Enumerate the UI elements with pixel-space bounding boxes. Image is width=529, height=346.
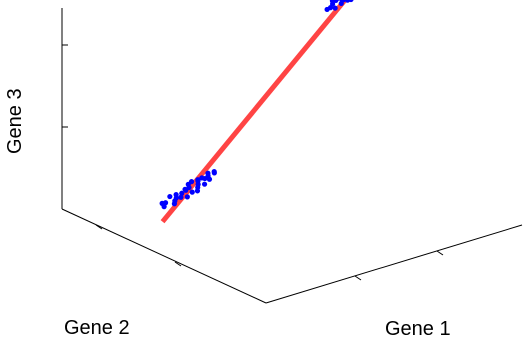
- gene-1-tick: [354, 275, 362, 281]
- data-point: [211, 168, 217, 175]
- gene-2-tick: [95, 224, 103, 230]
- data-point: [178, 194, 184, 200]
- data-point: [179, 190, 185, 196]
- data-point: [167, 193, 173, 200]
- data-point: [340, 0, 346, 3]
- data-point: [189, 189, 195, 195]
- data-point: [324, 6, 330, 13]
- data-point: [195, 178, 201, 184]
- fit-line: [160, 0, 349, 224]
- data-point: [188, 179, 195, 185]
- data-point: [173, 195, 179, 201]
- ticks: [62, 44, 444, 281]
- gene-2-axis-line: [61, 208, 267, 304]
- y-axis-label: Gene 2: [64, 317, 130, 339]
- data-point: [206, 176, 213, 182]
- data-point: [194, 188, 201, 194]
- x-axis-label: Gene 1: [385, 318, 451, 340]
- z-axis-label: Gene 3: [4, 88, 26, 154]
- gene-1-axis-line: [265, 224, 523, 304]
- data-point: [333, 0, 339, 3]
- gene-2-tick: [174, 261, 182, 267]
- fit-line-layer: [160, 0, 349, 224]
- data-point: [171, 201, 177, 207]
- data-point: [159, 200, 165, 206]
- axes-box: [61, 8, 523, 304]
- data-point: [184, 194, 190, 200]
- data-point: [332, 5, 338, 11]
- data-point: [348, 0, 354, 3]
- data-point: [182, 186, 188, 192]
- points-layer: [159, 0, 354, 210]
- gene-1-tick: [436, 250, 444, 256]
- data-point: [205, 170, 211, 176]
- data-point: [202, 175, 208, 182]
- data-point: [201, 181, 208, 187]
